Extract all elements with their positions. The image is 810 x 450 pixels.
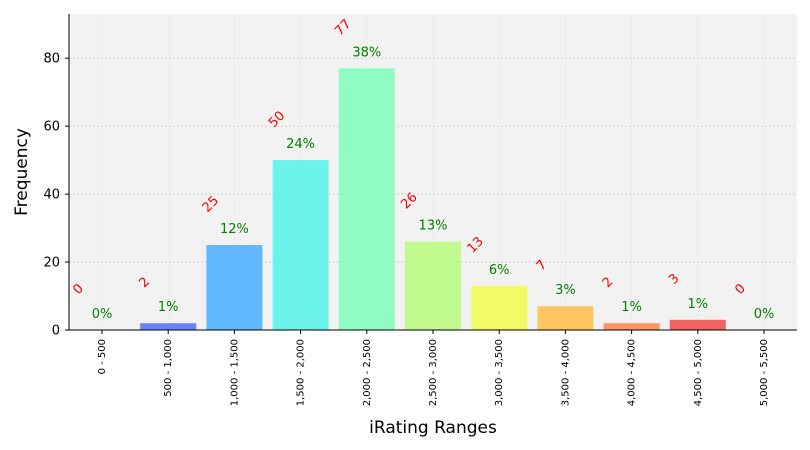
bar bbox=[405, 241, 461, 330]
bars bbox=[140, 68, 726, 330]
bar bbox=[537, 306, 594, 330]
x-tick-label: 4,500 - 5,000 bbox=[693, 339, 704, 406]
x-tick-label: 4,000 - 4,500 bbox=[627, 339, 638, 406]
y-tick-label: 80 bbox=[43, 52, 60, 67]
y-tick-label: 20 bbox=[43, 256, 60, 271]
percent-label: 6% bbox=[489, 263, 510, 278]
y-axis-title: Frequency bbox=[12, 128, 32, 216]
bar bbox=[272, 160, 329, 330]
x-tick-label: 500 - 1,000 bbox=[163, 339, 174, 397]
x-tick-label: 5,000 - 5,500 bbox=[759, 339, 770, 406]
x-axis-title: iRating Ranges bbox=[369, 418, 497, 438]
x-tick-label: 3,000 - 3,500 bbox=[494, 339, 505, 406]
x-tick-label: 2,500 - 3,000 bbox=[428, 339, 439, 406]
y-tick-label: 0 bbox=[52, 324, 60, 339]
percent-label: 1% bbox=[687, 297, 708, 312]
bar bbox=[471, 285, 528, 330]
gridlines bbox=[69, 14, 797, 330]
bar bbox=[669, 319, 726, 330]
bar bbox=[206, 245, 263, 330]
percent-label: 12% bbox=[220, 222, 249, 237]
percent-label: 1% bbox=[158, 300, 179, 315]
bar bbox=[603, 323, 660, 330]
percent-label: 38% bbox=[352, 45, 381, 60]
percent-label: 13% bbox=[419, 219, 448, 234]
y-tick-label: 60 bbox=[43, 120, 60, 135]
x-tick-label: 0 - 500 bbox=[97, 339, 108, 374]
x-tick-label: 3,500 - 4,000 bbox=[560, 339, 571, 406]
bar bbox=[338, 68, 395, 330]
bar bbox=[140, 323, 197, 330]
y-axis-ticks: 0 20 40 60 80 bbox=[43, 52, 69, 339]
x-tick-label: 1,000 - 1,500 bbox=[229, 339, 240, 406]
percent-label: 0% bbox=[92, 307, 113, 322]
x-tick-label: 2,000 - 2,500 bbox=[362, 339, 373, 406]
x-axis-ticks: 0 - 500 500 - 1,000 1,000 - 1,500 1,500 - 2… bbox=[97, 330, 770, 406]
percent-label: 0% bbox=[754, 307, 775, 322]
percent-label: 1% bbox=[621, 300, 642, 315]
percent-label: 3% bbox=[555, 283, 576, 298]
y-tick-label: 40 bbox=[43, 188, 60, 203]
x-tick-label: 1,500 - 2,000 bbox=[296, 339, 307, 406]
percent-label: 24% bbox=[286, 137, 315, 152]
